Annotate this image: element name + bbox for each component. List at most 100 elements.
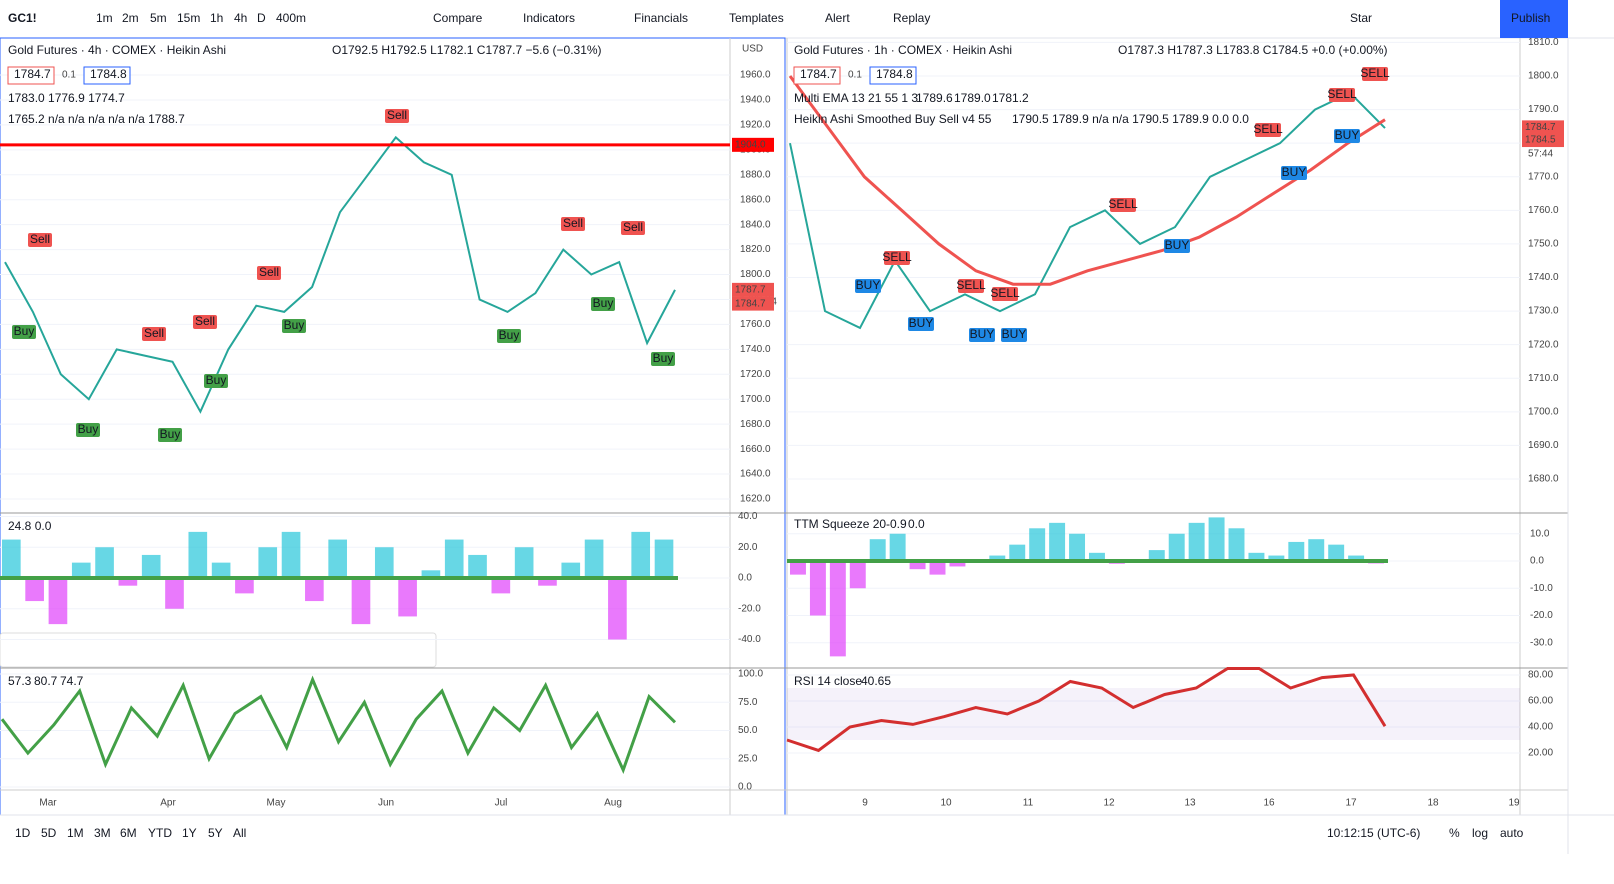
signal-label: Sell: [30, 232, 50, 246]
log-toggle[interactable]: log: [1472, 826, 1488, 840]
y-tick-label: 1710.0: [1528, 373, 1559, 384]
range-button[interactable]: 5Y: [208, 826, 223, 840]
osc-bar: [2, 539, 21, 578]
signal-label: Buy: [160, 427, 181, 441]
signal-label: SELL: [1327, 87, 1357, 101]
stoch-legend: 57.3: [8, 674, 32, 688]
chart-title: Gold Futures · 1h · COMEX · Heikin Ashi: [794, 43, 1012, 57]
y-tick-label: 1810.0: [1528, 37, 1559, 48]
indicators-button[interactable]: Indicators: [523, 11, 575, 25]
signal-label: SELL: [1360, 66, 1390, 80]
interval-button[interactable]: 1m: [96, 11, 113, 25]
ttm-bar: [1168, 533, 1185, 561]
osc-bar: [211, 562, 231, 578]
range-button[interactable]: 1M: [67, 826, 84, 840]
ohlc: O1787.3 H1787.3 L1783.8 C1784.5 +0.0 (+0…: [1118, 43, 1388, 57]
compare-button[interactable]: Compare: [433, 11, 483, 25]
x-tick-label: 13: [1184, 798, 1196, 809]
signal-label: SELL: [1108, 197, 1138, 211]
drawing-toolbar[interactable]: [0, 632, 437, 668]
interval-button[interactable]: 2m: [122, 11, 139, 25]
range-button[interactable]: 1D: [15, 826, 31, 840]
chart-title: Gold Futures · 4h · COMEX · Heikin Ashi: [8, 43, 226, 57]
osc-bar: [48, 578, 68, 625]
publish-label[interactable]: Publish: [1511, 11, 1550, 25]
x-tick-label: 17: [1345, 798, 1357, 809]
alert-button[interactable]: Alert: [825, 11, 850, 25]
y-tick-label: 1840.0: [740, 219, 771, 230]
range-button[interactable]: 6M: [120, 826, 137, 840]
signal-label: Buy: [284, 318, 305, 332]
signal-box: [621, 221, 645, 235]
replay-button[interactable]: Replay: [893, 11, 930, 25]
range-button[interactable]: 5D: [41, 826, 57, 840]
interval-button[interactable]: 1h: [210, 11, 223, 25]
signal-label: Buy: [593, 296, 614, 310]
auto-toggle[interactable]: auto: [1500, 826, 1524, 840]
bid-box: [7, 66, 55, 85]
y-tick-label: 0.0: [1530, 556, 1544, 567]
y-tick-label: 1880.0: [740, 169, 771, 180]
x-tick-label: 10: [940, 798, 952, 809]
y-tick-label: 80.00: [1528, 670, 1553, 681]
y-tick-label: 1800.0: [740, 269, 771, 280]
osc-bar: [654, 539, 674, 578]
signal-box: [591, 297, 615, 311]
signal-box: [855, 279, 881, 293]
x-tick-label: Aug: [604, 798, 622, 809]
interval-button[interactable]: D: [257, 11, 266, 25]
interval-button[interactable]: 15m: [177, 11, 200, 25]
percent-toggle[interactable]: %: [1449, 826, 1460, 840]
signal-label: Sell: [563, 216, 583, 230]
y-tick-label: 1760.0: [740, 319, 771, 330]
ttm-bar: [1049, 522, 1066, 561]
price-line: [4, 135, 676, 414]
ttm-bar: [929, 561, 946, 575]
range-button[interactable]: 3M: [94, 826, 111, 840]
range-button[interactable]: YTD: [148, 826, 172, 840]
interval-button[interactable]: 4h: [234, 11, 247, 25]
y-tick-label: 1750.0: [1528, 239, 1559, 250]
y-tick-label: -20.0: [738, 603, 761, 614]
last-price-badge: [732, 282, 774, 297]
signal-box: [1255, 123, 1281, 137]
interval-button[interactable]: 5m: [150, 11, 167, 25]
y-tick-label: 10.0: [1530, 528, 1550, 539]
indicator-values: 1765.2 n/a n/a n/a n/a n/a 1788.7: [8, 112, 185, 126]
bid-badge-label: 1784.7: [735, 298, 766, 309]
last-price-badge: [1522, 133, 1564, 148]
star-button[interactable]: Star: [1350, 11, 1372, 25]
signal-box: [257, 266, 281, 280]
y-tick-label: 1960.0: [740, 70, 771, 81]
signal-label: SELL: [956, 278, 986, 292]
signal-box: [1110, 198, 1136, 212]
y-tick-label: 1720.0: [1528, 339, 1559, 350]
signal-label: Sell: [623, 220, 643, 234]
rsi-value: 40.65: [861, 674, 891, 688]
y-tick-label: 1740.0: [740, 344, 771, 355]
bid-box: [793, 66, 841, 85]
y-tick-label: -20.0: [1530, 610, 1553, 621]
y-tick-label: 0.0: [738, 573, 752, 584]
interval-button[interactable]: 400m: [276, 11, 306, 25]
y-tick-label: 1660.0: [740, 444, 771, 455]
countdown: 57:44: [1528, 149, 1553, 160]
publish-button[interactable]: [1500, 0, 1568, 38]
signal-label: BUY: [1165, 238, 1190, 252]
x-tick-label: 12: [1103, 798, 1115, 809]
financials-button[interactable]: Financials: [634, 11, 688, 25]
templates-button[interactable]: Templates: [729, 11, 784, 25]
symbol[interactable]: GC1!: [8, 11, 37, 25]
y-tick-label: 100.0: [738, 669, 763, 680]
signal-label: BUY: [856, 278, 881, 292]
range-button[interactable]: All: [233, 826, 246, 840]
range-button[interactable]: 1Y: [182, 826, 197, 840]
signal-label: Buy: [206, 373, 227, 387]
ttm-bar: [1348, 555, 1365, 561]
ttm-bar: [1308, 539, 1325, 561]
ttm-bar: [829, 561, 846, 657]
last-price-badge-label: 1787.7: [735, 285, 766, 296]
signal-box: [969, 328, 995, 342]
ttm-bar: [1148, 550, 1165, 561]
signal-label: Buy: [653, 351, 674, 365]
